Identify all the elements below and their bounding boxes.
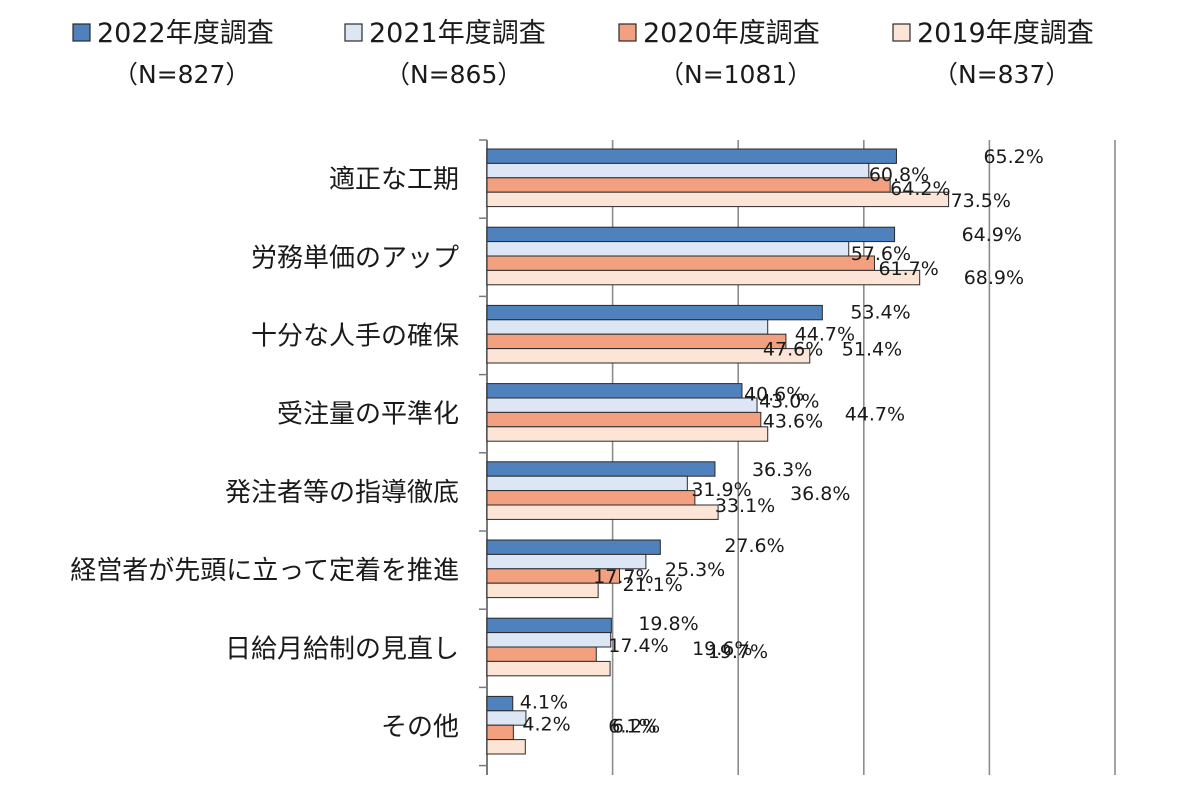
category-label: 受注量の平準化	[277, 400, 459, 430]
legend-swatch	[72, 23, 91, 42]
bar	[486, 411, 762, 428]
data-label: 6.1%	[608, 715, 656, 737]
data-label: 64.2%	[890, 178, 950, 200]
data-label: 33.1%	[715, 495, 775, 517]
bar	[486, 632, 612, 648]
bar	[486, 319, 769, 335]
bar	[486, 539, 661, 555]
bar	[486, 383, 743, 399]
bar	[486, 148, 897, 164]
data-label: 64.9%	[962, 224, 1022, 246]
data-label: 47.6%	[763, 338, 823, 360]
bar	[486, 241, 850, 257]
category-label: その他	[381, 713, 459, 743]
bar	[486, 617, 612, 634]
data-label: 36.8%	[790, 483, 850, 505]
data-label: 44.7%	[845, 404, 905, 426]
bars	[486, 148, 950, 755]
data-label: 19.6%	[692, 638, 752, 660]
category-label: 発注者等の指導徹底	[225, 478, 459, 508]
category-labels: 適正な工期労務単価のアップ十分な人手の確保受注量の平準化発注者等の指導徹底経営者…	[70, 165, 459, 742]
category-label: 十分な人手の確保	[251, 322, 459, 352]
bar	[486, 739, 526, 755]
category-label: 経営者が先頭に立って定着を推進	[70, 556, 459, 586]
bar	[486, 304, 823, 321]
data-label: 73.5%	[951, 190, 1011, 212]
data-label: 25.3%	[665, 559, 725, 581]
data-label: 61.7%	[878, 258, 938, 280]
legend-n-label: （N=865）	[385, 60, 522, 89]
data-label: 17.4%	[608, 635, 668, 657]
bar	[486, 162, 870, 179]
bar	[486, 333, 787, 350]
legend-n-label: （N=827）	[113, 60, 250, 89]
category-label: 労務単価のアップ	[251, 243, 459, 273]
data-label: 31.9%	[691, 479, 751, 501]
bar	[486, 695, 514, 712]
data-label: 36.3%	[752, 459, 812, 481]
bar	[486, 490, 696, 506]
category-label: 日給月給制の見直し	[225, 634, 459, 664]
data-label: 60.8%	[869, 164, 929, 186]
legend-label: 2019年度調査	[917, 18, 1094, 49]
data-label: 4.1%	[520, 691, 568, 713]
bar	[486, 426, 769, 442]
legend-swatch	[618, 23, 637, 42]
bar	[486, 660, 611, 677]
data-label: 19.7%	[708, 641, 768, 663]
data-label: 68.9%	[964, 267, 1024, 289]
data-label: 27.6%	[724, 535, 784, 557]
data-labels: 65.2% 60.8%64.2%73.5% 64.9% 57.6%61.7% 68.9%…	[520, 146, 1044, 737]
bar	[486, 504, 719, 520]
data-label: 53.4%	[850, 301, 910, 323]
data-label: 44.7%	[795, 323, 855, 345]
bar	[486, 269, 921, 286]
data-label: 57.6%	[851, 243, 911, 265]
category-label: 適正な工期	[329, 165, 459, 195]
legend-label: 2022年度調査	[97, 18, 274, 49]
bar	[486, 226, 896, 243]
data-label: 51.4%	[842, 338, 902, 360]
bar	[486, 177, 891, 193]
bar	[486, 348, 811, 364]
legend-label: 2021年度調査	[369, 18, 546, 49]
data-label: 6.2%	[612, 715, 660, 737]
legend-n-label: （N=837）	[933, 60, 1070, 89]
bar	[486, 191, 950, 208]
data-label: 19.8%	[638, 613, 698, 635]
data-label: 65.2%	[983, 146, 1043, 168]
bar	[486, 724, 514, 741]
bar	[486, 397, 758, 413]
data-label: 40.6%	[744, 384, 804, 406]
bar	[486, 255, 875, 271]
legend-n-label: （N=1081）	[659, 60, 812, 89]
bar	[486, 646, 597, 662]
bar	[486, 475, 688, 492]
bar	[486, 461, 716, 477]
legend-swatch	[892, 23, 911, 42]
data-label: 4.2%	[522, 713, 570, 735]
legend-label: 2020年度調査	[643, 18, 820, 49]
data-label: 43.6%	[763, 411, 823, 433]
bar	[486, 582, 599, 599]
data-label: 17.7%	[593, 566, 653, 588]
legend: 2022年度調査 （N=827） 2021年度調査 （N=865） 2020年度調査 （N…	[72, 18, 1094, 89]
legend-swatch	[344, 23, 363, 42]
data-label: 43.0%	[759, 391, 819, 413]
data-label: 21.1%	[623, 574, 683, 596]
